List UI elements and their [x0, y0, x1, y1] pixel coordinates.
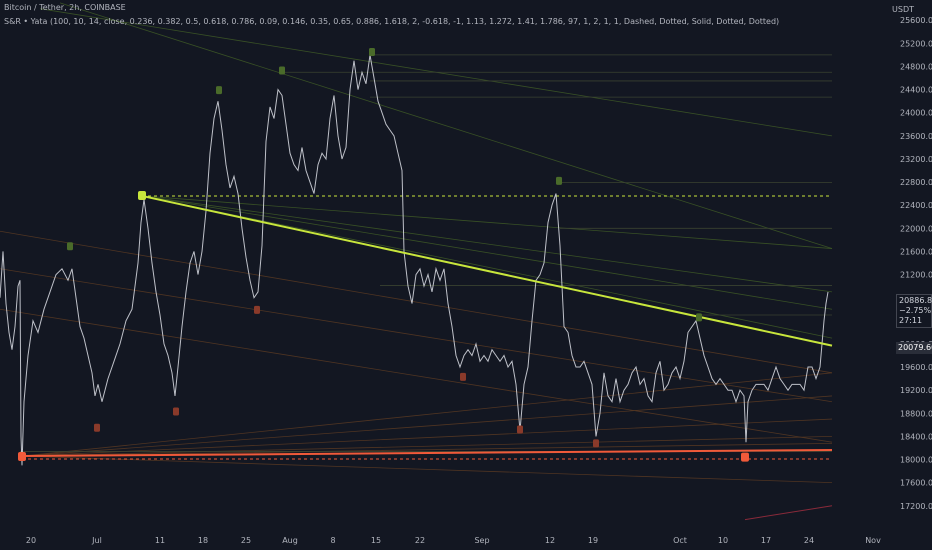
x-tick-label: 22 [415, 536, 425, 545]
fan-line [0, 268, 833, 403]
x-tick-label: 8 [330, 536, 335, 545]
y-tick-label: 24000.00 [900, 109, 932, 118]
x-tick-label: 19 [588, 536, 598, 545]
fan-line [21, 455, 833, 484]
fan-line [141, 195, 833, 310]
price-series-line [0, 54, 829, 466]
y-tick-label: 17600.00 [900, 479, 932, 488]
y-tick-label: 21600.00 [900, 247, 932, 256]
pivot-high-marker [369, 48, 375, 57]
fan-line [59, 2, 833, 249]
y-tick-label: 22800.00 [900, 178, 932, 187]
x-tick-label: 12 [545, 536, 555, 545]
fan-line [21, 436, 833, 457]
lower-trend-line [744, 505, 833, 521]
x-tick-label: 11 [155, 536, 165, 545]
pivot-low-marker [254, 305, 260, 314]
indicator-legend[interactable]: S&R • Yata (100, 10, 14, close, 0.236, 0… [4, 17, 780, 26]
pivot-high-marker [67, 242, 73, 251]
pivot-low-marker [460, 372, 466, 381]
y-tick-label: 21200.00 [900, 271, 932, 280]
x-tick-label: Aug [282, 536, 298, 545]
pivot-high-marker [556, 176, 562, 185]
y-tick-label: 18000.00 [900, 456, 932, 465]
y-tick-label: 19600.00 [900, 363, 932, 372]
pivot-high-marker [216, 86, 222, 95]
level-price-tag: 20079.60 [896, 342, 932, 354]
x-tick-label: 20 [26, 536, 36, 545]
fan-line [21, 442, 833, 457]
x-tick-label: 25 [241, 536, 251, 545]
y-tick-label: 24800.00 [900, 62, 932, 71]
fan-line [0, 308, 833, 443]
fan-line [21, 395, 833, 457]
x-tick-label: Nov [865, 536, 881, 545]
fan-line [141, 195, 833, 293]
x-tick-label: Oct [673, 536, 687, 545]
x-tick-label: 18 [198, 536, 208, 545]
resistance-anchor-marker [138, 190, 146, 200]
y-tick-label: 18400.00 [900, 432, 932, 441]
pivot-high-marker [696, 313, 702, 322]
main-support-line [21, 448, 833, 458]
last-price: 20886.83 [899, 296, 932, 305]
y-tick-label: 23600.00 [900, 132, 932, 141]
fan-line [21, 418, 833, 457]
y-tick-label: 24400.00 [900, 86, 932, 95]
support-low-marker [741, 452, 749, 462]
x-tick-label: 17 [761, 536, 771, 545]
chart-title: Bitcoin / Tether, 2h, COINBASE [4, 3, 126, 12]
bar-countdown: 27:11 [899, 316, 923, 325]
y-tick-label: 23200.00 [900, 155, 932, 164]
x-tick-label: 15 [371, 536, 381, 545]
x-tick-label: 10 [718, 536, 728, 545]
pivot-low-marker [94, 423, 100, 432]
y-tick-label: 22000.00 [900, 224, 932, 233]
y-tick-label: 25200.00 [900, 39, 932, 48]
fan-line [21, 372, 833, 457]
y-tick-label: 17200.00 [900, 502, 932, 511]
y-tick-label: 18800.00 [900, 409, 932, 418]
support-anchor-marker [18, 452, 26, 462]
pivot-low-marker [517, 425, 523, 434]
x-tick-label: Jul [91, 536, 102, 545]
y-axis-unit: USDT [892, 5, 914, 14]
last-price-tag: 20886.83 −2.75% 27:11 [896, 294, 932, 328]
x-tick-label: Sep [474, 536, 489, 545]
y-tick-label: 25600.00 [900, 16, 932, 25]
y-tick-label: 19200.00 [900, 386, 932, 395]
pivot-low-marker [593, 439, 599, 448]
price-change: −2.75% [899, 306, 932, 315]
y-tick-label: 22400.00 [900, 201, 932, 210]
x-tick-label: 24 [804, 536, 814, 545]
main-trendline-line [141, 194, 833, 347]
fan-line [141, 195, 833, 249]
pivot-low-marker [173, 407, 179, 416]
pivot-high-marker [279, 66, 285, 75]
fan-line [141, 195, 833, 339]
